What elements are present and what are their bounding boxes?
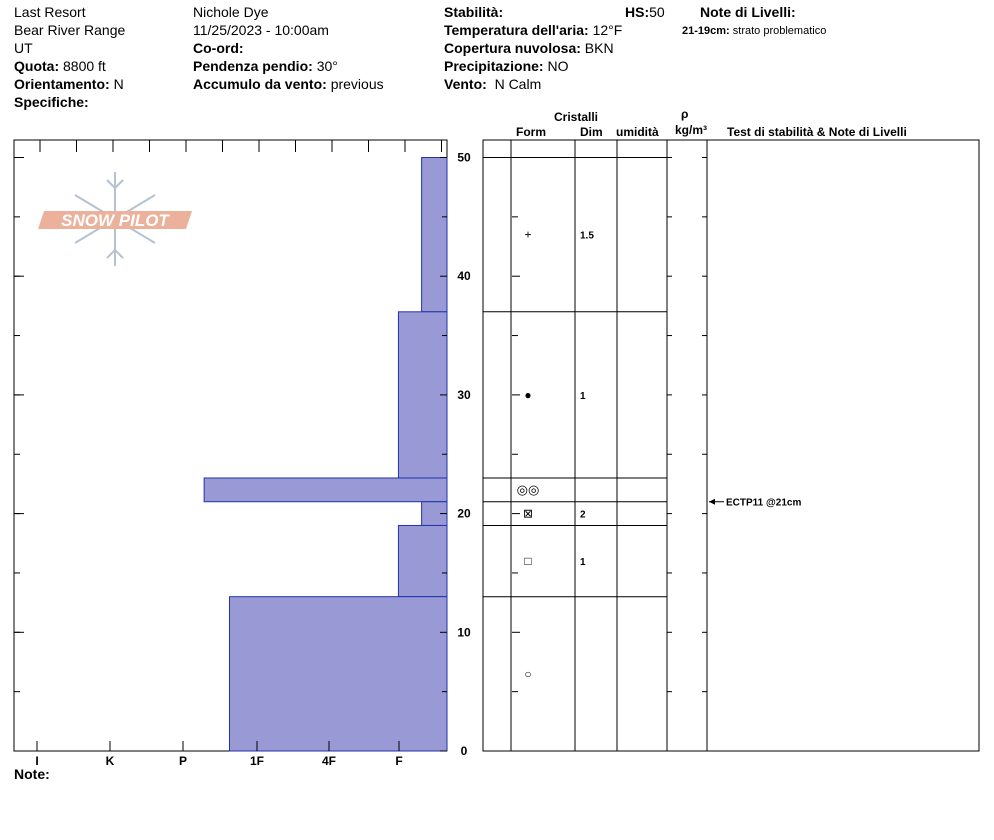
layer-note: 21-19cm: strato problematico	[682, 22, 826, 40]
wind-row: Vento: N Calm	[444, 75, 541, 93]
range-name: Bear River Range	[14, 22, 126, 38]
hardness-tick-label: 4F	[322, 754, 336, 768]
stability-test-label: ECTP11 @21cm	[726, 498, 801, 509]
hardness-tick-label: I	[35, 754, 38, 768]
slope-value: 30°	[316, 58, 338, 74]
observer-name: Nichole Dye	[193, 4, 269, 20]
hardness-tick-label: F	[395, 754, 402, 768]
grain-size-label: 2	[580, 510, 586, 521]
air-temp-label: Temperatura dell'aria:	[444, 22, 589, 38]
crystal-form-symbol: ⊠	[523, 507, 533, 521]
layer-table-frame	[482, 139, 980, 752]
dim-header: Dim	[580, 125, 603, 139]
hs-value: 50	[649, 4, 665, 20]
logo-text: SNOW PILOT	[61, 211, 170, 230]
snowpilot-logo: SNOW PILOT	[38, 172, 192, 266]
crystal-form-symbol: ◎◎	[517, 482, 540, 497]
hardness-tick-label: 1F	[250, 754, 264, 768]
location-name: Last Resort	[14, 4, 86, 20]
density-header: kg/m³	[675, 123, 708, 137]
elevation-label: Quota:	[14, 58, 60, 74]
sky-row: Copertura nuvolosa: BKN	[444, 39, 614, 57]
grain-size-label: 1.5	[580, 231, 594, 242]
layer-note-depth: 21-19cm:	[682, 25, 730, 37]
slope-label: Pendenza pendio:	[193, 58, 313, 74]
elevation-value: 8800 ft	[63, 58, 106, 74]
hardness-tick-label: P	[179, 754, 187, 768]
wind-label: Vento:	[444, 76, 487, 92]
hardness-tick-label: K	[106, 754, 115, 768]
depth-tick-label: 30	[457, 388, 471, 402]
wind-loading-value: previous	[330, 76, 384, 92]
state-name: UT	[14, 40, 33, 56]
stability-test-arrowhead	[709, 498, 715, 505]
depth-tick-label: 50	[457, 151, 471, 165]
aspect-label: Orientamento:	[14, 76, 110, 92]
sky-label: Copertura nuvolosa:	[444, 40, 581, 56]
coord-label: Co-ord:	[193, 40, 244, 56]
layer-notes-label: Note di Livelli:	[700, 4, 796, 20]
elevation-row: Quota: 8800 ft	[14, 57, 106, 75]
crystal-form-symbol: ●	[524, 388, 531, 402]
rho-header: ρ	[681, 107, 689, 121]
wind-loading-row: Accumulo da vento: previous	[193, 75, 384, 93]
precip-row: Precipitazione: NO	[444, 57, 568, 75]
specifics-label: Specifiche:	[14, 94, 89, 110]
hs-row: HS:50	[625, 3, 665, 21]
notes-label: Note:	[14, 766, 50, 782]
depth-tick-label: 10	[457, 625, 471, 639]
hardness-bar	[203, 477, 448, 503]
hardness-bar	[397, 311, 448, 479]
crystal-form-symbol: ○	[524, 667, 531, 681]
aspect-value: N	[113, 76, 124, 92]
hardness-bar	[229, 596, 448, 752]
crystal-form-symbol: +	[524, 228, 531, 242]
tests-header: Test di stabilità & Note di Livelli	[727, 125, 907, 139]
air-temp-row: Temperatura dell'aria: 12°F	[444, 21, 622, 39]
depth-tick-label: 40	[457, 269, 471, 283]
grain-size-label: 1	[580, 557, 586, 568]
hs-label: HS:	[625, 4, 650, 20]
moisture-header: umidità	[616, 125, 659, 139]
air-temp-value: 12°F	[592, 22, 623, 38]
precip-label: Precipitazione:	[444, 58, 544, 74]
crystals-header: Cristalli	[554, 110, 599, 124]
depth-tick-label: 0	[461, 744, 468, 758]
precip-value: NO	[547, 58, 569, 74]
hardness-bar	[397, 524, 448, 598]
aspect-row: Orientamento: N	[14, 75, 124, 93]
depth-tick-label: 20	[457, 507, 471, 521]
grain-size-label: 1	[580, 391, 586, 402]
crystal-form-symbol: □	[524, 554, 531, 568]
observation-datetime: 11/25/2023 - 10:00am	[193, 22, 329, 38]
slope-row: Pendenza pendio: 30°	[193, 57, 338, 75]
wind-value: N Calm	[494, 76, 542, 92]
sky-value: BKN	[584, 40, 614, 56]
wind-loading-label: Accumulo da vento:	[193, 76, 327, 92]
stability-label: Stabilità:	[444, 4, 504, 20]
hardness-bar	[421, 157, 448, 313]
form-header: Form	[516, 125, 546, 139]
layer-note-text: strato problematico	[732, 25, 827, 37]
